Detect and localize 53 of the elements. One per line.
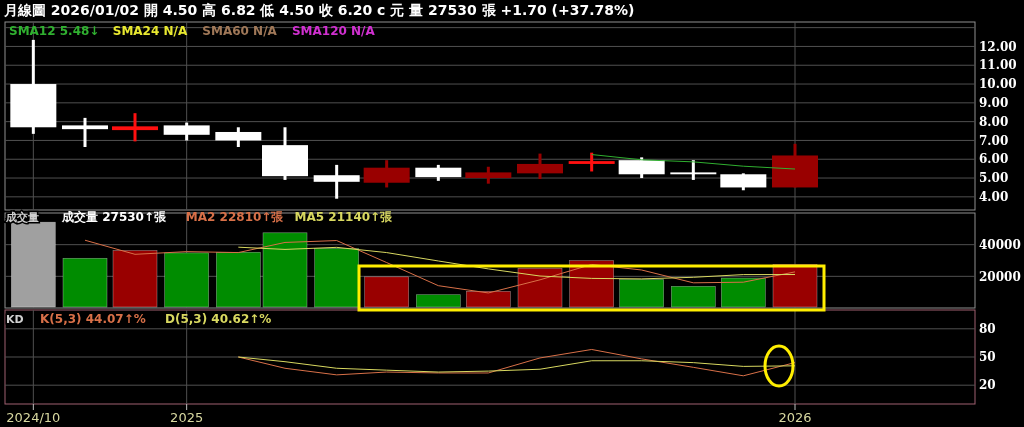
- y-tick-label: 12.00: [979, 39, 1017, 54]
- bar: [416, 294, 461, 308]
- bar: [517, 268, 563, 308]
- y-tick-label: 11.00: [979, 58, 1017, 73]
- bar: [62, 257, 108, 308]
- text: K(5,3) 44.07↑%: [40, 312, 146, 326]
- bar: [671, 286, 716, 308]
- y-tick-label: 7.00: [979, 133, 1009, 148]
- chart-title: 月線圖 2026/01/02 開 4.50 高 6.82 低 4.50 收 6.20 c 元 量 27530 張 +1.70 (+37.78%): [3, 2, 635, 18]
- bar: [772, 264, 818, 308]
- y-tick-label: 20: [979, 378, 996, 393]
- text: D(5,3) 40.62↑%: [164, 312, 272, 326]
- text: SMA12 5.48↓: [9, 24, 100, 38]
- chart-title: KD: [6, 313, 24, 326]
- y-tick-label: 40000: [979, 237, 1021, 252]
- x-tick-label: 2026: [778, 410, 812, 425]
- candlestick: [568, 152, 615, 172]
- line-series: [237, 356, 796, 373]
- x-tick-label: 2025: [170, 410, 204, 425]
- x-tick-label: 2024/10: [6, 410, 61, 425]
- bar: [11, 221, 56, 308]
- y-tick-label: 80: [979, 322, 996, 336]
- candlestick: [517, 153, 563, 179]
- line-series: [237, 246, 796, 280]
- y-tick-label: 5.00: [979, 171, 1009, 186]
- y-tick-label: 4.00: [979, 190, 1009, 205]
- series-label: 成交量 27530↑張: [61, 210, 167, 224]
- candlestick: [62, 116, 108, 148]
- bar: [721, 277, 766, 308]
- candlestick: [670, 160, 717, 180]
- line-series: [84, 239, 796, 294]
- y-tick-label: 20000: [979, 269, 1021, 284]
- y-tick-label: 9.00: [979, 96, 1009, 111]
- bar: [112, 250, 158, 308]
- candlestick: [112, 113, 158, 142]
- y-tick-label: 50: [979, 350, 996, 365]
- legend-label: SMA60 N/A: [202, 24, 278, 38]
- y-tick-label: 10.00: [979, 77, 1017, 92]
- legend-label: SMA24 N/A: [112, 24, 188, 38]
- text: MA5 21140↑張: [294, 210, 394, 224]
- line-series: [591, 154, 796, 170]
- bar: [164, 252, 209, 308]
- bar: [569, 260, 614, 308]
- series-label: MA2 22810↑張: [185, 210, 285, 224]
- candlestick: [313, 163, 360, 199]
- chart-title: 成交量: [5, 211, 39, 224]
- bar: [466, 291, 511, 308]
- bar: [619, 279, 664, 308]
- legend-label: SMA120 N/A: [291, 24, 376, 38]
- bar: [314, 248, 359, 308]
- y-tick-label: 6.00: [979, 152, 1009, 167]
- y-tick-label: 8.00: [979, 114, 1009, 129]
- bar: [364, 276, 409, 308]
